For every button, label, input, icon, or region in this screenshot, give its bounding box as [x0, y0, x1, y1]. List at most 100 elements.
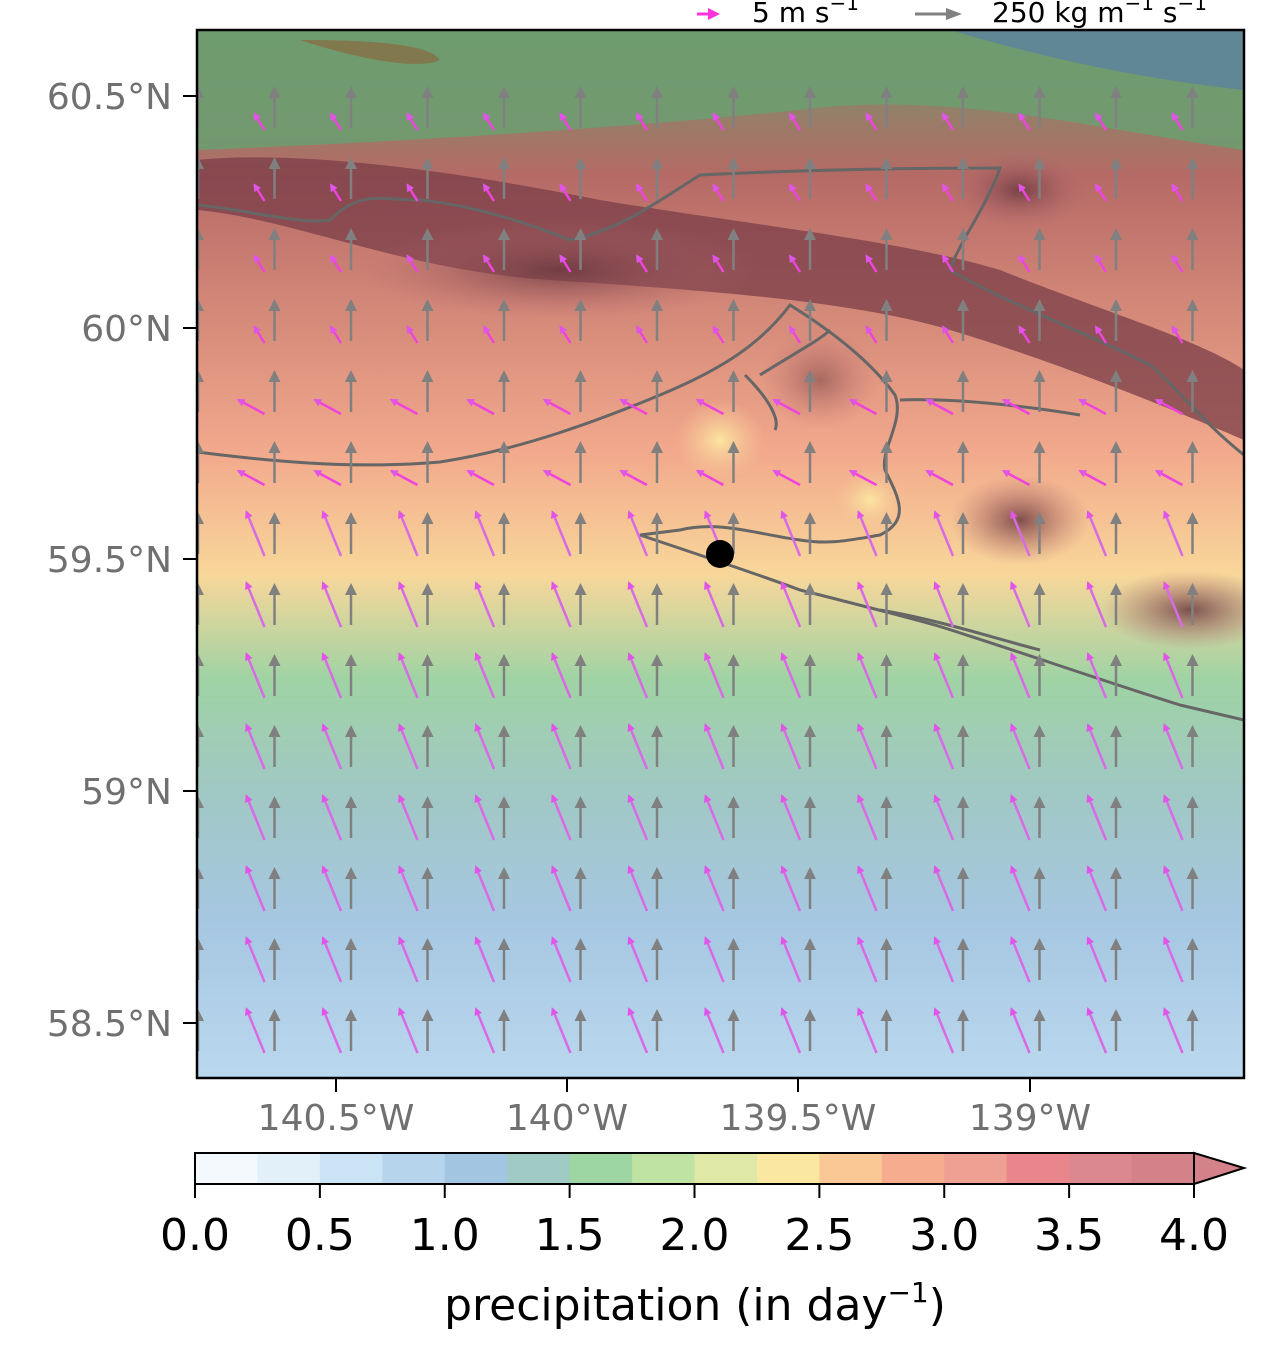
wind-arrow [474, 652, 496, 699]
wind-arrow [780, 936, 802, 983]
wind-arrow [1010, 865, 1031, 912]
ivt-arrow-head [197, 867, 204, 879]
wind-arrow [551, 794, 572, 841]
ivt-arrow-head [1110, 512, 1122, 524]
wind-arrow [406, 325, 419, 344]
ivt-arrow-head [574, 1009, 587, 1021]
wind-arrow [627, 794, 649, 841]
wind-arrow [627, 652, 649, 699]
wind-arrow [321, 794, 343, 841]
wind-arrow [162, 471, 188, 485]
ivt-arrow-head [498, 370, 510, 382]
ivt-arrow-head [574, 867, 587, 879]
ivt-arrow-head [727, 370, 740, 382]
wind-arrow [925, 398, 954, 416]
ivt-arrow-head [574, 228, 587, 240]
wind-arrow [704, 581, 725, 628]
ivt-arrow-head [957, 86, 969, 98]
wind-arrow [178, 185, 188, 201]
ivt-arrow-head [197, 228, 204, 240]
wind-arrow [398, 1007, 419, 1054]
ivt-arrow-head [880, 583, 893, 595]
colorbar-swatch [1069, 1153, 1133, 1184]
ivt-legend-exponent: −1 [1178, 0, 1207, 15]
map-panel [162, 30, 1244, 1078]
wind-arrow [253, 112, 266, 131]
ivt-arrow-head [1033, 938, 1046, 950]
ivt-arrow-head [574, 370, 587, 382]
ivt-arrow-head [727, 86, 740, 98]
ivt-arrow-head [421, 796, 434, 808]
colorbar-swatch [881, 1153, 945, 1184]
wind-arrow [245, 510, 266, 557]
wind-arrow [933, 936, 955, 983]
wind-arrow [1086, 794, 1108, 841]
ivt-arrow-head [268, 938, 281, 950]
wind-arrow [1010, 581, 1031, 628]
wind-arrow [170, 1009, 188, 1053]
wind-arrow [542, 398, 572, 416]
colorbar-swatch [319, 1153, 383, 1184]
wind-arrow [466, 469, 495, 487]
wind-legend-unit: 5 m s [752, 0, 829, 29]
ivt-arrow-head [727, 157, 740, 169]
wind-arrow [857, 936, 878, 983]
ivt-arrow-head [1110, 441, 1122, 453]
wind-arrow [551, 723, 572, 770]
wind-arrow [1086, 652, 1108, 699]
ivt-arrow-head [498, 299, 510, 311]
wind-arrow [1010, 510, 1031, 557]
ivt-arrow-head [651, 796, 663, 808]
ivt-arrow-head [1110, 796, 1122, 808]
ivt-arrow-head [880, 512, 893, 524]
wind-arrow [559, 112, 572, 131]
wind-arrow [635, 112, 649, 131]
ivt-arrow-head [197, 512, 204, 524]
wind-arrow [1163, 1007, 1184, 1054]
wind-arrow [933, 723, 955, 770]
wind-arrow [933, 794, 955, 841]
wind-arrow [321, 936, 343, 983]
ivt-arrow-head [345, 867, 357, 879]
wind-arrow [398, 936, 419, 983]
wind-arrow [236, 398, 266, 416]
ivt-arrow-head [345, 299, 357, 311]
wind-arrow [178, 256, 188, 272]
ivt-arrow-head [651, 512, 663, 524]
wind-arrow [635, 183, 649, 202]
wind-arrow [329, 325, 343, 344]
ivt-arrow-head [1033, 1009, 1046, 1021]
wind-arrow [398, 581, 419, 628]
wind-arrow [1163, 865, 1184, 912]
ivt-arrow-head [804, 938, 816, 950]
ivt-arrow-head [1186, 654, 1199, 666]
ivt-arrow-head [421, 512, 434, 524]
ivt-arrow-head [727, 441, 740, 453]
colorbar-title-close: ) [929, 1280, 946, 1331]
ivt-arrow-head [574, 299, 587, 311]
ivt-arrow-head [1033, 654, 1046, 666]
ivt-arrow-head [574, 725, 587, 737]
wind-arrow [1078, 469, 1107, 487]
wind-arrow [329, 112, 343, 131]
ivt-arrow-head [421, 86, 434, 98]
ivt-arrow-head [1186, 299, 1199, 311]
wind-arrow [551, 581, 572, 628]
wind-arrow [398, 794, 419, 841]
ivt-arrow-head [957, 299, 969, 311]
wind-arrow [925, 469, 954, 487]
colorbar-swatch [756, 1153, 820, 1184]
wind-arrow [253, 183, 266, 202]
wind-arrow [1010, 794, 1031, 841]
wind-arrow [178, 327, 188, 343]
colorbar-title-main: precipitation (in day [444, 1280, 887, 1331]
ivt-arrow-head [804, 725, 816, 737]
wind-arrow [329, 183, 343, 202]
ivt-arrow-head [1110, 583, 1122, 595]
colorbar-tick-label: 3.5 [1034, 1210, 1104, 1261]
map-frame [195, 28, 1246, 1080]
ivt-arrow-head [651, 583, 663, 595]
wind-arrow [406, 112, 419, 131]
ivt-arrow-head [345, 370, 357, 382]
